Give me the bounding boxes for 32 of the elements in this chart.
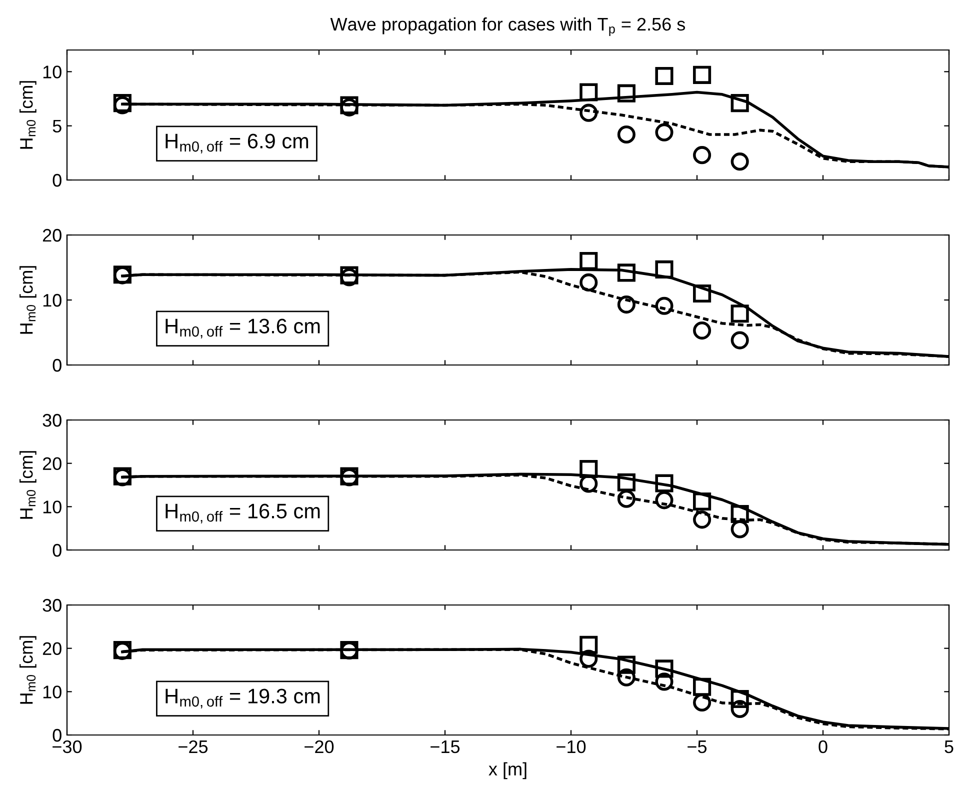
y-tick-label: 20 (42, 642, 62, 656)
y-axis-title: H$_{m0}$ [cm] (20, 636, 36, 704)
x-axis-title: x [m] (488, 762, 526, 780)
x-tick-label: −30 (52, 740, 82, 754)
y-tick-label: 20 (42, 228, 62, 242)
x-tick-label: 0 (818, 740, 828, 754)
y-tick-label: 5 (52, 120, 62, 133)
y-tick-label: 10 (43, 66, 62, 78)
chart-title: Wave propagation for cases with T$_{p}$ = 2.56 s (330, 17, 686, 36)
x-tick-label: 5 (944, 740, 954, 754)
y-tick-label: 30 (42, 598, 62, 612)
x-tick-label: −5 (688, 740, 707, 754)
x-tick-label: −25 (178, 740, 208, 754)
y-axis-title: H$_{m0}$ [cm] (20, 266, 36, 334)
y-tick-label: 20 (42, 457, 62, 470)
y-tick-label: 30 (42, 414, 62, 427)
annotation: H$_{m0,off}$ = 19.3 cm (166, 688, 320, 708)
y-tick-label: 10 (43, 294, 62, 307)
annotation: H$_{m0,off}$ = 16.5 cm (166, 504, 320, 524)
x-tick-label: −15 (430, 740, 460, 754)
x-tick-label: −20 (304, 740, 334, 754)
y-tick-label: 10 (43, 500, 62, 514)
y-tick-label: 0 (52, 174, 62, 187)
annotation: H$_{m0,off}$ = 6.9 cm (166, 134, 308, 154)
y-tick-label: 0 (52, 358, 62, 372)
y-tick-label: 0 (52, 728, 62, 742)
y-axis-title: H$_{m0}$ [cm] (20, 81, 36, 149)
y-tick-label: 0 (52, 544, 62, 557)
y-axis-title: H$_{m0}$ [cm] (20, 451, 36, 519)
y-tick-label: 10 (43, 686, 62, 698)
annotation: H$_{m0,off}$ = 13.6 cm (166, 318, 320, 338)
x-tick-label: −10 (556, 740, 586, 754)
